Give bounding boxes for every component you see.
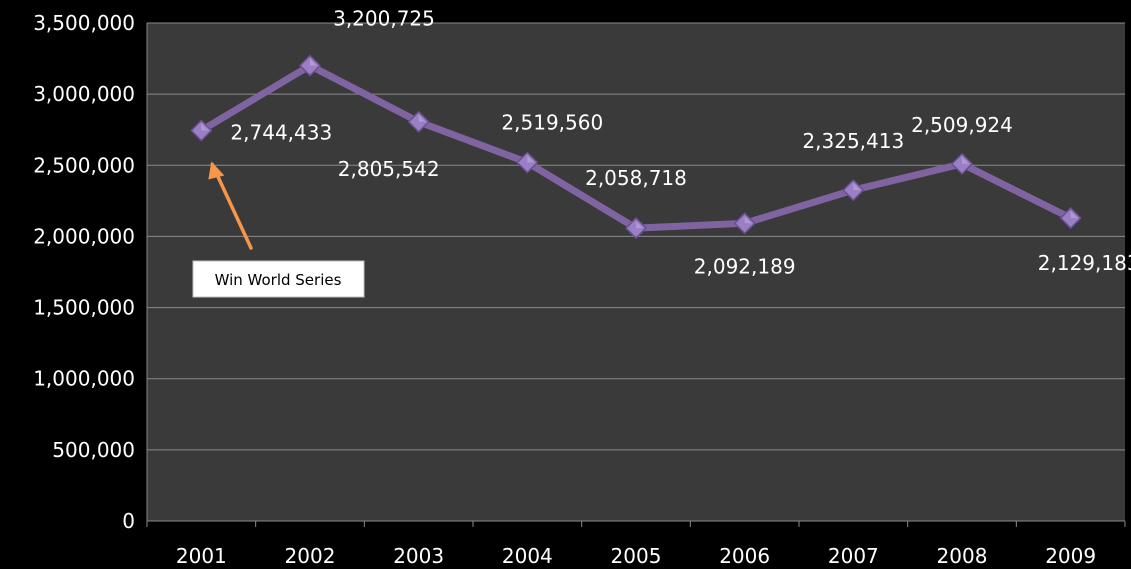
x-tick-label: 2006 xyxy=(719,544,770,568)
data-label: 2,805,542 xyxy=(338,157,440,181)
x-tick-label: 2005 xyxy=(611,544,662,568)
annotation-text: Win World Series xyxy=(215,271,342,289)
data-label: 2,325,413 xyxy=(802,129,904,153)
x-tick-label: 2002 xyxy=(285,544,336,568)
axes xyxy=(146,23,1126,527)
data-label: 3,200,725 xyxy=(333,7,435,31)
y-tick-label: 2,000,000 xyxy=(33,224,135,248)
series-markers xyxy=(190,54,1082,240)
annotation-arrow-line xyxy=(210,162,253,250)
data-point-marker-highlight xyxy=(853,183,861,191)
x-tick-label: 2007 xyxy=(828,544,879,568)
annotation-arrow-head xyxy=(208,161,225,180)
y-tick-label: 2,500,000 xyxy=(33,153,135,177)
y-tick-label: 3,000,000 xyxy=(33,82,135,106)
x-tick-label: 2003 xyxy=(393,544,444,568)
y-axis-tick-labels: 0 500,000 1,000,000 1,500,000 2,000,000 2,500… xyxy=(33,11,135,533)
data-point-marker-highlight xyxy=(418,114,426,122)
data-label: 2,509,924 xyxy=(911,113,1013,137)
data-label: 2,744,433 xyxy=(230,121,332,145)
data-point-marker-highlight xyxy=(527,155,535,163)
y-tick-label: 500,000 xyxy=(52,438,135,462)
gridlines xyxy=(147,22,1125,451)
x-axis-tick-labels: 2001 2002 2003 2004 2005 2006 2007 2008 2009 xyxy=(176,544,1096,568)
data-point-marker-highlight xyxy=(636,221,643,229)
data-label: 2,129,183 xyxy=(1038,251,1131,275)
data-labels: 2,744,433 3,200,725 2,805,542 2,519,560 2,05… xyxy=(230,7,1131,279)
y-tick-label: 1,500,000 xyxy=(33,296,135,320)
x-tick-label: 2001 xyxy=(176,544,227,568)
data-label: 2,058,718 xyxy=(585,166,687,190)
data-point-marker-highlight xyxy=(1070,211,1078,219)
x-tick-label: 2004 xyxy=(502,544,553,568)
data-point-marker-highlight xyxy=(962,156,969,164)
data-label: 2,519,560 xyxy=(501,111,603,135)
x-tick-label: 2009 xyxy=(1045,544,1096,568)
y-tick-label: 3,500,000 xyxy=(33,11,135,35)
y-tick-label: 1,000,000 xyxy=(33,367,135,391)
data-point-marker-highlight xyxy=(201,123,209,131)
y-tick-label: 0 xyxy=(122,509,135,533)
data-point-marker-highlight xyxy=(744,216,752,224)
data-point-marker-highlight xyxy=(310,58,317,66)
annotation: Win World Series xyxy=(192,161,365,298)
x-tick-label: 2008 xyxy=(937,544,988,568)
data-label: 2,092,189 xyxy=(694,254,796,278)
annotation-box xyxy=(192,260,365,298)
